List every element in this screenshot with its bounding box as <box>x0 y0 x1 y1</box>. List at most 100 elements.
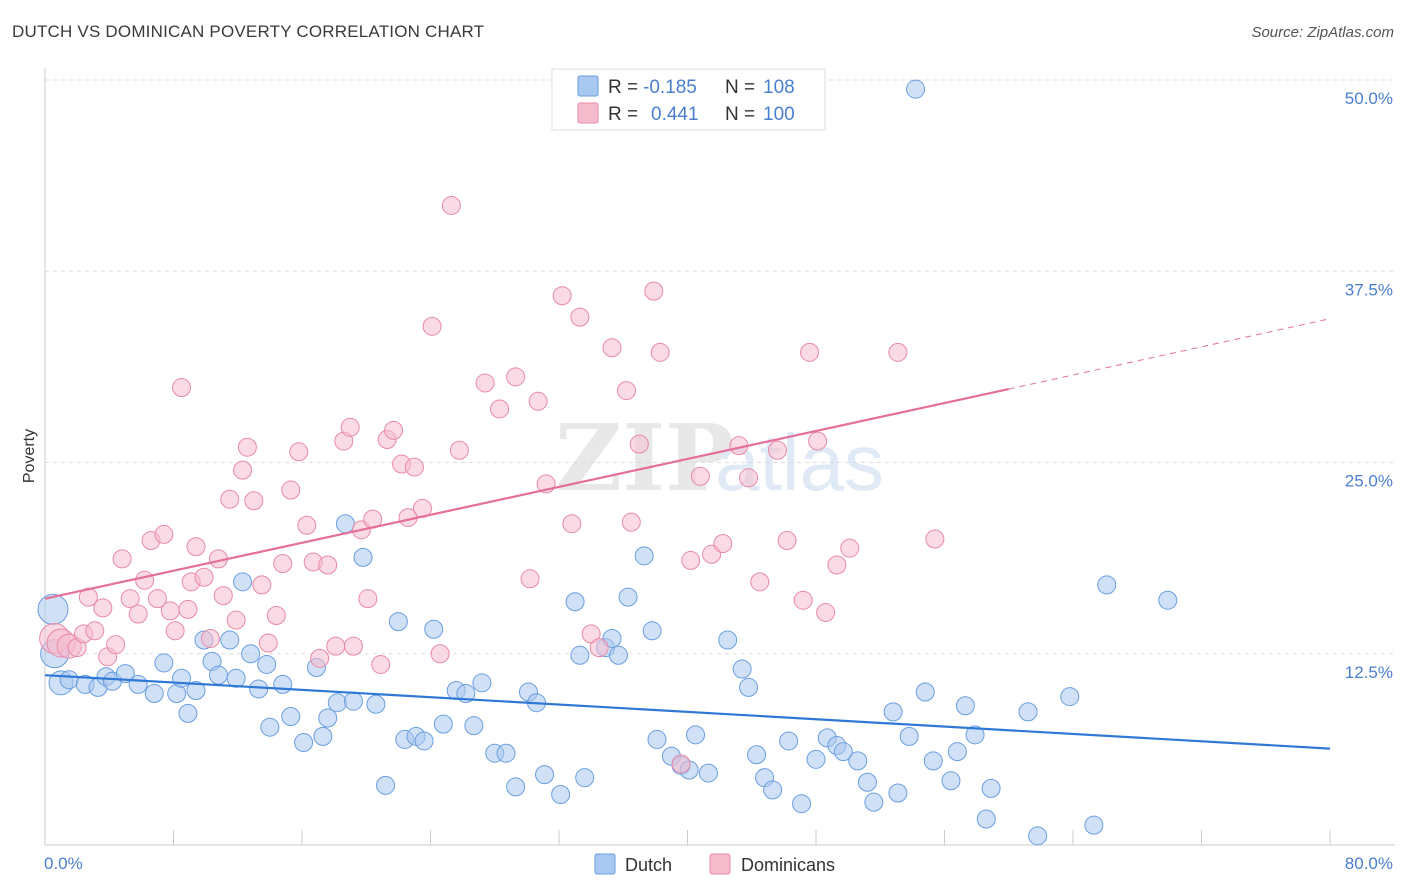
data-point <box>194 567 214 587</box>
data-point <box>310 648 330 668</box>
data-point <box>273 674 293 694</box>
data-point <box>1097 575 1117 595</box>
data-point <box>947 742 967 762</box>
data-point <box>713 534 733 554</box>
data-point <box>186 680 206 700</box>
data-point <box>565 592 585 612</box>
y-tick-label: 37.5% <box>1345 280 1393 299</box>
bottom-legend-swatch-dutch <box>594 853 616 875</box>
legend-n-label-dutch: N = <box>725 77 755 98</box>
data-point <box>779 731 799 751</box>
data-point <box>59 670 79 690</box>
data-point <box>923 751 943 771</box>
data-point <box>535 765 555 785</box>
legend-n-value-dutch: 108 <box>763 77 795 98</box>
data-point <box>178 599 198 619</box>
data-point <box>404 457 424 477</box>
data-point <box>906 79 926 99</box>
data-point <box>840 538 860 558</box>
data-point <box>313 726 333 746</box>
data-point <box>326 636 346 656</box>
data-point <box>135 570 155 590</box>
data-point <box>528 391 548 411</box>
data-point <box>570 645 590 665</box>
legend-r-label-dominicans: R = <box>608 104 638 125</box>
data-point <box>767 440 787 460</box>
data-point <box>358 589 378 609</box>
data-point <box>433 714 453 734</box>
data-point <box>208 665 228 685</box>
bottom-legend-swatch-dominicans <box>709 853 731 875</box>
data-point <box>294 732 314 752</box>
data-point <box>899 726 919 746</box>
data-point <box>816 602 836 622</box>
data-point <box>634 546 654 566</box>
data-point <box>490 399 510 419</box>
data-point <box>552 286 572 306</box>
data-point <box>144 684 164 704</box>
data-point <box>414 731 434 751</box>
data-point <box>506 777 526 797</box>
data-point <box>147 589 167 609</box>
data-point <box>520 569 540 589</box>
data-point <box>915 682 935 702</box>
data-point <box>120 589 140 609</box>
trend-lines <box>44 318 1331 750</box>
data-point <box>112 549 132 569</box>
data-point <box>806 749 826 769</box>
data-point <box>955 696 975 716</box>
data-point <box>281 480 301 500</box>
data-point <box>562 514 582 534</box>
data-point <box>233 460 253 480</box>
data-point <box>172 378 192 398</box>
data-point <box>618 587 638 607</box>
data-point <box>475 373 495 393</box>
data-point <box>792 794 812 814</box>
data-point <box>1084 815 1104 835</box>
data-point <box>353 547 373 567</box>
data-point <box>241 644 261 664</box>
data-point <box>750 572 770 592</box>
stats-legend: R = -0.185 N = 108 R = 0.441 N = 100 <box>551 68 826 131</box>
data-point <box>690 466 710 486</box>
data-point <box>186 537 206 557</box>
data-point <box>506 367 526 387</box>
data-point <box>718 630 738 650</box>
dutch-series <box>37 79 1178 846</box>
data-point <box>608 645 628 665</box>
data-point <box>106 635 126 655</box>
data-point <box>371 654 391 674</box>
data-point <box>671 754 691 774</box>
data-point <box>252 575 272 595</box>
watermark: ZIP atlas <box>555 404 884 512</box>
legend-swatch-dominicans <box>577 102 599 124</box>
data-point <box>808 431 828 451</box>
data-point <box>976 809 996 829</box>
data-point <box>739 677 759 697</box>
x-tick-label-max: 80.0% <box>1345 854 1393 873</box>
data-point <box>220 630 240 650</box>
data-point <box>154 524 174 544</box>
data-point <box>575 768 595 788</box>
trend-line-dominicans <box>44 387 1009 600</box>
y-tick-label: 25.0% <box>1345 472 1393 491</box>
legend-r-value-dominicans: 0.441 <box>651 104 699 125</box>
data-point <box>763 780 783 800</box>
data-point <box>128 604 148 624</box>
data-point <box>172 668 192 688</box>
data-point <box>93 598 113 618</box>
data-point <box>160 601 180 621</box>
data-point <box>857 772 877 792</box>
data-point <box>981 778 1001 798</box>
data-point <box>1060 687 1080 707</box>
legend-r-value-dutch: -0.185 <box>643 77 697 98</box>
data-point <box>258 633 278 653</box>
data-point <box>647 729 667 749</box>
data-point <box>213 586 233 606</box>
data-point <box>220 489 240 509</box>
data-point <box>260 717 280 737</box>
data-point <box>464 716 484 736</box>
data-point <box>883 702 903 722</box>
trend-line-dutch <box>44 674 1331 750</box>
series-legend: Dutch Dominicans <box>594 853 835 875</box>
